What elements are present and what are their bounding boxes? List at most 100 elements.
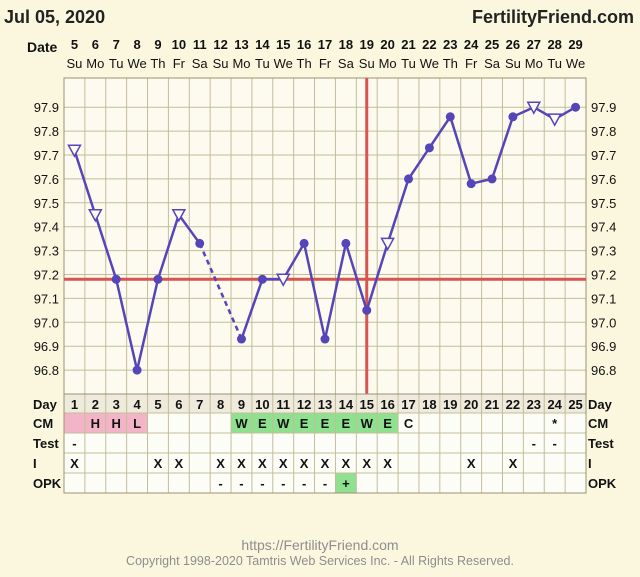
weekday-label: We xyxy=(274,56,293,71)
cell-cm: E xyxy=(342,416,351,431)
cell-highlight xyxy=(84,413,106,433)
temp-point xyxy=(153,274,163,284)
table-row-opk xyxy=(64,473,586,493)
y-tick-label: 97.0 xyxy=(34,315,59,330)
cell-cm: W xyxy=(277,416,290,431)
table-row-intercourse xyxy=(64,453,586,473)
y-tick-label: 97.3 xyxy=(34,244,59,259)
cell-intercourse: X xyxy=(383,456,392,471)
row-label-day: Day xyxy=(33,397,58,412)
cell-intercourse: X xyxy=(467,456,476,471)
table-row-test xyxy=(64,433,586,453)
cell-day: 1 xyxy=(71,397,78,412)
weekday-label: Sa xyxy=(192,56,209,71)
weekday-label: Th xyxy=(150,56,165,71)
cell-day: 11 xyxy=(276,397,290,412)
date-label: 29 xyxy=(568,37,582,52)
cell-cm: W xyxy=(235,416,248,431)
y-tick-label: 97.5 xyxy=(34,196,59,211)
cell-day: 15 xyxy=(360,397,374,412)
series-segment xyxy=(428,116,452,149)
cell-opk: - xyxy=(302,476,306,491)
cell-day: 16 xyxy=(380,397,394,412)
cell-day: 23 xyxy=(527,397,541,412)
table-row-day xyxy=(64,394,586,413)
y-tick-label: 97.7 xyxy=(591,148,616,163)
series-segment xyxy=(344,243,368,311)
temp-point xyxy=(132,365,142,375)
temp-point-open xyxy=(380,237,395,251)
cell-test: - xyxy=(72,436,76,451)
temp-point xyxy=(571,102,581,112)
cell-opk: - xyxy=(218,476,222,491)
cell-intercourse: X xyxy=(362,456,371,471)
series-segment xyxy=(407,147,431,180)
y-tick-label: 96.9 xyxy=(591,339,616,354)
y-tick-label: 97.1 xyxy=(591,291,616,306)
series-segment xyxy=(156,214,181,280)
cell-day: 22 xyxy=(506,397,520,412)
cell-day: 3 xyxy=(113,397,120,412)
date-label: 5 xyxy=(71,37,78,52)
cell-test: - xyxy=(553,436,557,451)
cell-day: 9 xyxy=(238,397,245,412)
footer-copyright: Copyright 1998-2020 Tamtris Web Services… xyxy=(126,554,514,568)
temp-point xyxy=(508,112,518,122)
row-label-intercourse: I xyxy=(588,456,592,471)
date-label: 6 xyxy=(92,37,99,52)
cell-highlight xyxy=(105,413,127,433)
weekday-label: Tu xyxy=(255,56,270,71)
cell-intercourse: X xyxy=(216,456,225,471)
table-border xyxy=(63,393,587,494)
cell-cm: H xyxy=(91,416,100,431)
cell-day: 18 xyxy=(422,397,436,412)
temp-point xyxy=(466,179,476,189)
row-label-test: Test xyxy=(588,436,614,451)
temp-point xyxy=(111,274,121,284)
y-tick-label: 97.5 xyxy=(591,196,616,211)
date-row-label: Date xyxy=(27,39,58,55)
footer-url[interactable]: https://FertilityFriend.com xyxy=(241,537,399,553)
weekday-label: Sa xyxy=(484,56,501,71)
cell-cm: E xyxy=(383,416,392,431)
cell-test: - xyxy=(532,436,536,451)
temp-point xyxy=(341,238,351,248)
date-label: 25 xyxy=(485,37,499,52)
series-segment xyxy=(282,242,306,280)
cell-highlight xyxy=(126,413,148,433)
cell-day: 2 xyxy=(92,397,99,412)
cell-intercourse: X xyxy=(258,456,267,471)
date-label: 13 xyxy=(234,37,248,52)
row-label-day: Day xyxy=(588,397,613,412)
cell-intercourse: X xyxy=(175,456,184,471)
cell-intercourse: X xyxy=(279,456,288,471)
y-tick-label: 97.8 xyxy=(34,124,59,139)
cell-intercourse: X xyxy=(70,456,79,471)
cell-highlight xyxy=(64,413,85,433)
brand-link[interactable]: FertilityFriend.com xyxy=(472,7,634,27)
series-segment xyxy=(365,243,389,311)
temp-point xyxy=(404,174,414,184)
series-segment xyxy=(114,278,139,371)
y-tick-label: 97.0 xyxy=(591,315,616,330)
weekday-label: Fr xyxy=(173,56,186,71)
date-label: 27 xyxy=(527,37,541,52)
date-label: 19 xyxy=(360,37,374,52)
date-label: 7 xyxy=(113,37,120,52)
cell-intercourse: X xyxy=(237,456,246,471)
temp-point-open xyxy=(171,209,187,223)
date-label: 20 xyxy=(380,37,394,52)
weekday-label: Fr xyxy=(319,56,332,71)
weekday-label: Mo xyxy=(232,56,250,71)
cell-opk: + xyxy=(342,476,350,491)
date-label: 28 xyxy=(547,37,561,52)
date-label: 12 xyxy=(213,37,227,52)
date-label: 23 xyxy=(443,37,457,52)
temp-point xyxy=(487,174,497,184)
cell-highlight xyxy=(335,413,357,433)
weekday-label: Su xyxy=(213,56,229,71)
cell-day: 19 xyxy=(443,397,457,412)
y-tick-label: 96.8 xyxy=(34,363,59,378)
y-tick-label: 97.6 xyxy=(591,172,616,187)
